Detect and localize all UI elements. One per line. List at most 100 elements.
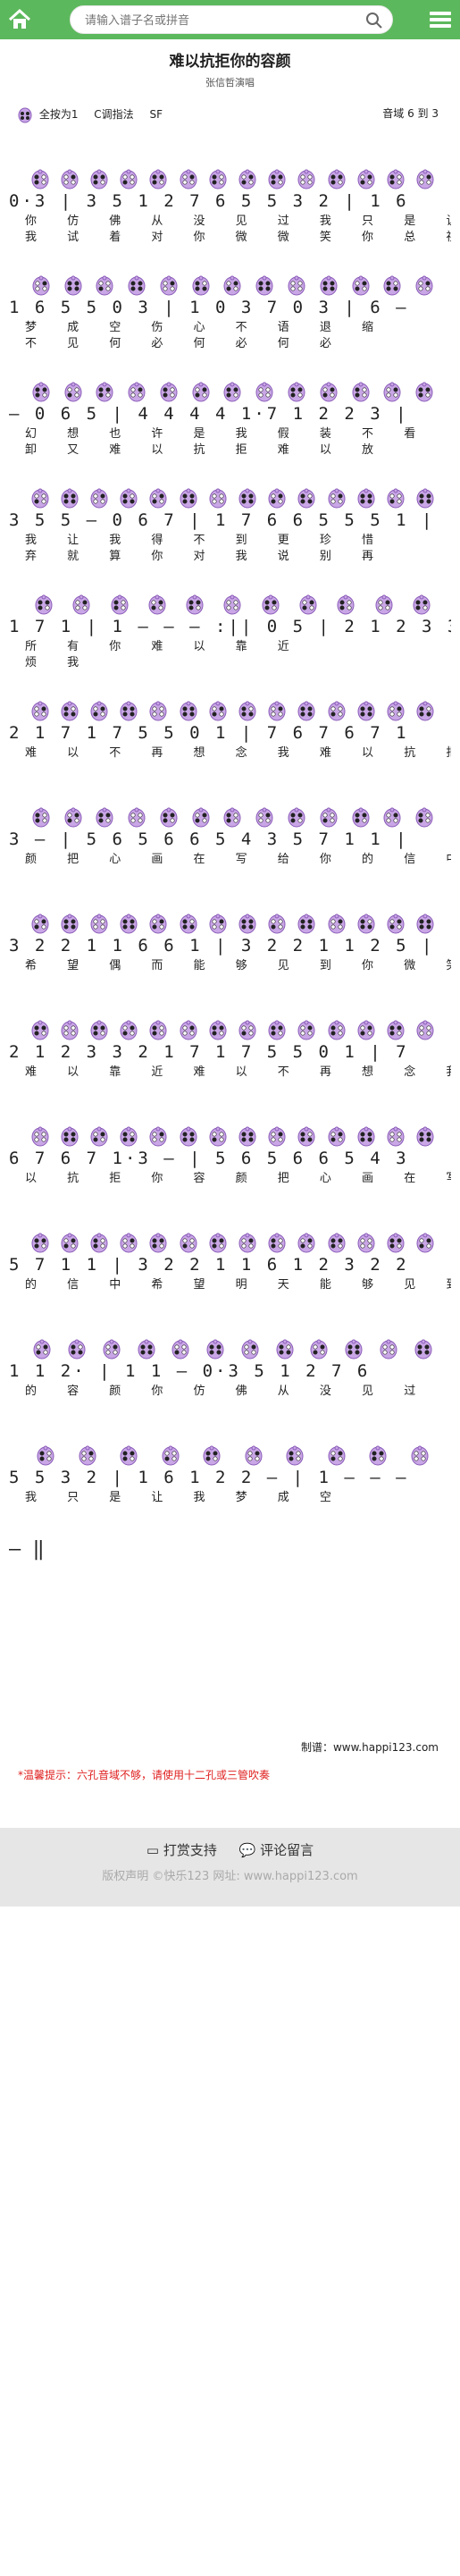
ocarina-fingering-icon — [61, 1233, 79, 1253]
lyric-row: 我 只 是 让 我 梦 成 空 — [25, 1491, 345, 1504]
ocarina-fingering-icon — [357, 1126, 375, 1147]
search-input[interactable] — [83, 6, 355, 35]
ocarina-fingering-icon — [90, 1126, 108, 1147]
ocarina-fingering-icon — [223, 594, 241, 615]
ocarina-fingering-icon — [262, 594, 280, 615]
ocarina-fingering-icon — [90, 488, 108, 509]
ocarina-fingering-icon — [411, 1445, 429, 1466]
top-bar — [0, 0, 460, 39]
ocarina-fingering-icon — [268, 913, 286, 934]
range-info: 音域 6 到 3 — [382, 105, 439, 121]
ocarina-fingering-icon — [387, 1233, 405, 1253]
lyric-row — [9, 974, 451, 990]
ocarina-fingering-icon — [416, 1020, 434, 1040]
ocarina-fingering-icon — [255, 807, 273, 828]
ocarina-fingering-icon — [192, 807, 210, 828]
ocarina-fingering-icon — [245, 1445, 263, 1466]
notes-row: 1 6 5 5 0 3 | 1 0 3 7 0 3 | 6 — — [9, 298, 409, 317]
ocarina-fingering-icon — [357, 488, 375, 509]
ocarina-fingering-icon — [337, 594, 355, 615]
search-icon[interactable] — [365, 12, 383, 29]
notes-row: — 0 6 5 | 4 4 4 4 1·7 1 2 2 3 | — [9, 404, 409, 424]
ocarina-fingering-icon — [128, 275, 146, 296]
ocarina-fingering-icon — [149, 701, 167, 721]
ocarina-fingering-icon — [328, 488, 346, 509]
ocarina-fingering-icon — [96, 807, 113, 828]
ocarina-fingering-icon — [320, 382, 338, 402]
ocarina-fingering-icon — [268, 1126, 286, 1147]
ocarina-fingering-icon — [103, 1339, 121, 1360]
ocarina-fingering-icon — [61, 1126, 79, 1147]
ocarina-fingering-icon — [209, 488, 227, 509]
ocarina-fingering-icon — [149, 169, 167, 189]
ocarina-fingering-icon — [288, 382, 305, 402]
home-icon[interactable] — [7, 7, 32, 32]
ocarina-fingering-icon — [33, 1339, 51, 1360]
ocarina-fingering-icon — [268, 169, 286, 189]
ocarina-fingering-icon — [268, 1233, 286, 1253]
ocarina-fingering-icon — [223, 275, 241, 296]
ocarina-fingering-icon — [35, 594, 53, 615]
ocarina-fingering-icon — [31, 913, 49, 934]
notes-row: 2 1 2 3 3 2 1 7 1 7 5 5 0 1 | 7 — [9, 1042, 409, 1062]
search-box[interactable] — [70, 5, 393, 35]
ocarina-fingering-icon — [357, 1020, 375, 1040]
ocarina-fingering-icon — [357, 1233, 375, 1253]
ocarina-fingering-icon — [120, 488, 138, 509]
fingering-row — [9, 262, 451, 296]
notes-row: 0·3 | 3 5 1 2 7 6 5 5 3 2 | 1 6 — [9, 191, 409, 211]
ocarina-fingering-icon — [241, 1339, 259, 1360]
ocarina-fingering-icon — [255, 275, 273, 296]
ocarina-fingering-icon — [96, 382, 113, 402]
lyric-row — [9, 1081, 451, 1097]
ocarina-fingering-icon — [149, 1020, 167, 1040]
ocarina-fingering-icon — [297, 1233, 315, 1253]
ocarina-fingering-icon — [37, 1445, 54, 1466]
ocarina-fingering-icon — [352, 275, 370, 296]
ocarina-fingering-icon — [415, 382, 433, 402]
full-press-label: 全按为1 — [38, 107, 79, 121]
ocarina-fingering-icon — [120, 1126, 138, 1147]
ocarina-fingering-icon — [209, 169, 227, 189]
ocarina-fingering-icon — [206, 1339, 224, 1360]
ocarina-fingering-icon — [352, 382, 370, 402]
ocarina-fingering-icon — [345, 1339, 363, 1360]
ocarina-fingering-icon — [90, 913, 108, 934]
ocarina-fingering-icon — [286, 1445, 304, 1466]
song-title: 难以抗拒你的容颜 — [169, 53, 291, 71]
ocarina-fingering-icon — [31, 1020, 49, 1040]
ocarina-fingering-icon — [328, 1020, 346, 1040]
ocarina-fingering-icon — [357, 913, 375, 934]
ocarina-fingering-icon — [387, 701, 405, 721]
ocarina-fingering-icon — [209, 1126, 227, 1147]
fingering-row — [9, 1113, 451, 1147]
ocarina-fingering-icon — [375, 594, 393, 615]
score-line: 1 6 5 5 0 3 | 1 0 3 7 0 3 | 6 — 梦 成 空 伤 心… — [9, 262, 451, 359]
reward-button[interactable]: ▭ 打赏支持 — [146, 1842, 217, 1858]
lyric-row: 的 容 颜 你 仿 佛 从 没 见 过 — [25, 1385, 430, 1398]
song-singer: 张信哲演唱 — [205, 77, 255, 88]
score-line: — 0 6 5 | 4 4 4 4 1·7 1 2 2 3 | 幻 想 也 许 是… — [9, 368, 451, 466]
ocarina-fingering-icon — [416, 1233, 434, 1253]
score-line: 5 5 3 2 | 1 6 1 2 2 — | 1 — — — 我 只 是 让 我… — [9, 1432, 451, 1529]
notes-row: 5 7 1 1 | 3 2 2 1 1 6 1 2 3 2 2 — [9, 1255, 409, 1275]
ocarina-fingering-icon — [352, 807, 370, 828]
fingering-row — [9, 1432, 451, 1466]
ocarina-fingering-icon — [297, 701, 315, 721]
credit: 制谱：www.happi123.com — [300, 1741, 439, 1754]
fingering-row — [9, 1219, 451, 1253]
ocarina-fingering-icon — [416, 701, 434, 721]
notes-row: 6 7 6 7 1·3 — | 5 6 5 6 6 5 4 3 — [9, 1149, 409, 1168]
ocarina-fingering-icon — [72, 594, 90, 615]
menu-icon[interactable] — [428, 9, 453, 30]
score-line: 6 7 6 7 1·3 — | 5 6 5 6 6 5 4 3 以 抗 拒 你 容… — [9, 1113, 451, 1210]
lyric-row — [9, 1506, 451, 1522]
ocarina-fingering-icon — [31, 1233, 49, 1253]
comment-button[interactable]: 💬 评论留言 — [238, 1842, 314, 1858]
ocarina-fingering-icon — [238, 1020, 256, 1040]
ocarina-fingering-icon — [268, 701, 286, 721]
lyric-row: 不 见 何 必 何 必 何 必 — [25, 337, 345, 350]
ocarina-fingering-icon — [96, 275, 113, 296]
ocarina-fingering-icon — [357, 169, 375, 189]
ocarina-fingering-icon — [255, 382, 273, 402]
